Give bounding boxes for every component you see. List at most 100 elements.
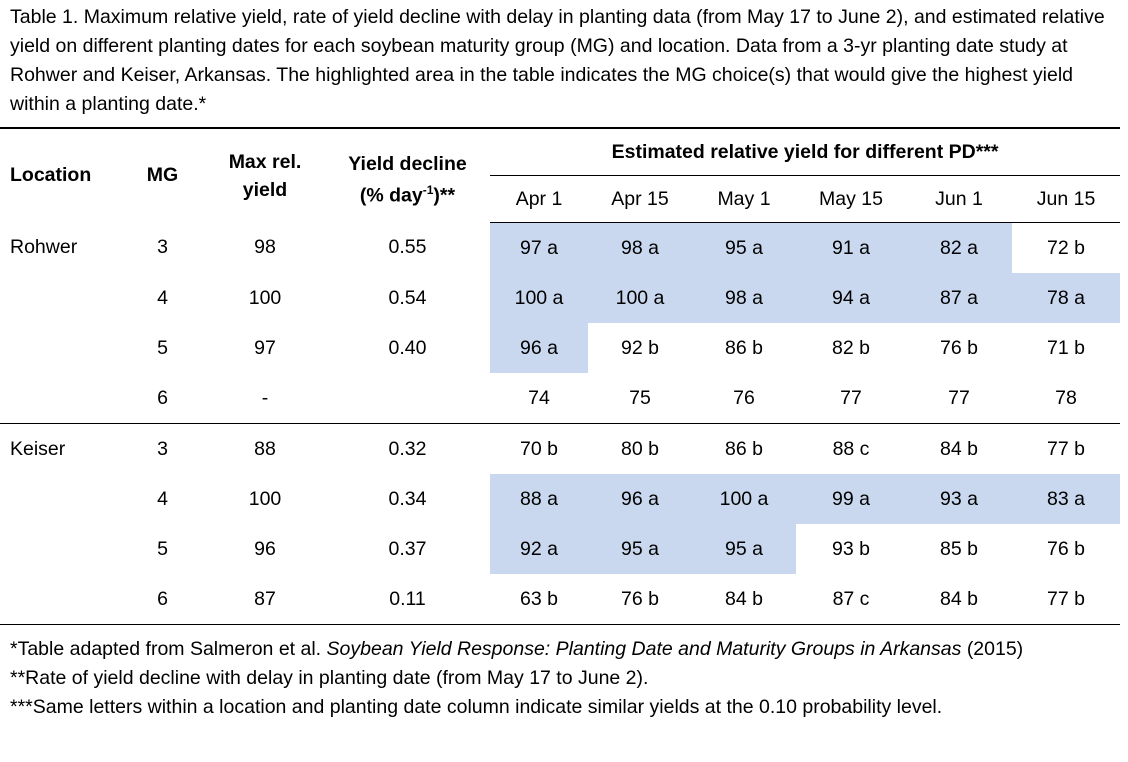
yield-cell: 95 a [588,524,692,574]
location-cell [0,323,120,373]
yield-cell: 95 a [692,524,796,574]
footnote-title: Soybean Yield Response: Planting Date an… [326,638,962,660]
header-cell: Location [0,127,120,223]
header-unit: (% day-1)** [325,183,490,208]
yield-cell: 82 b [832,336,870,359]
location-cell [0,273,120,323]
yield-cell: 75 [588,373,692,424]
max-yield-cell: 96 [254,537,276,560]
location-cell [0,574,120,625]
yield-cell: 98 a [588,222,692,273]
yield-cell: 96 a [490,323,588,373]
yield-cell: 76 b [1047,537,1085,560]
yield-cell: 76 b [588,574,692,625]
header-cell: Max rel. yield [205,127,325,223]
yield-cell: 84 b [692,574,796,625]
table-row: Rohwer 3 98 0.55 97 a 98 a 95 a 91 a 82 a 72 b [0,222,1120,273]
max-yield-cell: 97 [254,336,276,359]
table-row: 6-74 75 76 77 77 78 [0,373,1121,424]
footnote-text: (2015) [966,638,1024,660]
yield-cell: 93 b [832,537,870,560]
table-row: 6 87 0.11 63 b 76 b 84 b 87 c 84 b 77 b [0,574,1121,625]
yield-cell: 99 a [796,474,906,524]
mg-cell: 6 [120,574,205,625]
yield-cell: 77 b [1047,437,1085,460]
mg-cell: 3 [157,236,168,259]
max-yield-cell: 87 [205,574,325,625]
yield-cell: 77 b [1012,574,1121,625]
mg-cell: 6 [120,373,205,424]
location-cell [0,524,120,574]
date-header: Apr 1 [490,175,588,223]
yield-cell: 88 a [490,474,588,524]
table-row: 4 100 0.34 88 a 96 a 100 a 99 a 93 a 83 a [0,474,1121,524]
yield-cell: 63 b [490,574,588,625]
exponent: -1 [422,182,434,197]
caption: Table 1. Maximum relative yield, rate of… [10,6,1105,115]
date-header: May 1 [692,175,796,223]
location-cell: Keiser [10,437,66,460]
date-header: Jun 1 [906,175,1012,223]
header-text: Max rel. yield [228,150,302,201]
yield-cell: 87 a [906,273,1012,323]
location-cell: Rohwer [10,236,78,259]
yield-cell: 98 a [692,273,796,323]
table-row: 5 97 0.40 96 a 92 b 86 b 82 b 76 b 71 b [0,323,1120,373]
yield-cell: 100 a [692,474,796,524]
yield-cell: 97 a [490,222,588,273]
mg-cell: 5 [157,537,168,560]
yield-cell: 82 a [906,222,1012,273]
yield-cell: 80 b [621,437,659,460]
decline-cell: 0.40 [388,336,427,359]
decline-cell: 0.34 [388,487,427,510]
table-row: 4 100 0.54 100 a 100 a 98 a 94 a 87 a 78 a [0,273,1121,323]
yield-cell: 86 b [725,336,763,359]
footnote-text: *Table adapted from Salmeron et al. [10,638,322,660]
yield-cell: 88 c [832,437,870,460]
table-row: 5 96 0.37 92 a 95 a 95 a 93 b 85 b 76 b [0,524,1120,574]
location-cell [0,373,120,424]
table-row: Keiser 3 88 0.32 70 b 80 b 86 b 88 c 84 b 77 b [0,424,1120,475]
decline-cell: 0.55 [388,236,427,259]
footnote: *Table adapted from Salmeron et al. Soyb… [10,635,1120,664]
max-yield-cell: - [205,373,325,424]
date-header: Jun 15 [1012,175,1121,223]
yield-cell: 71 b [1047,336,1085,359]
mg-cell: 5 [157,336,168,359]
mg-cell: 4 [157,487,168,510]
yield-cell: 95 a [692,222,796,273]
yield-cell: 84 b [940,437,978,460]
decline-cell: 0.32 [388,437,427,460]
table-body: Rohwer 3 98 0.55 97 a 98 a 95 a 91 a 82 a 72 b 4 10… [0,222,1121,625]
yield-cell: 83 a [1012,474,1121,524]
yield-cell: 77 [906,373,1012,424]
footnotes: *Table adapted from Salmeron et al. Soyb… [10,635,1120,722]
footnote: **Rate of yield decline with delay in pl… [10,667,649,689]
decline-cell: 0.11 [325,574,490,625]
yield-table: Location MG Max rel. yield Yield decline… [0,127,1121,625]
header-cell: MG [120,127,205,223]
yield-cell: 93 a [906,474,1012,524]
yield-cell: 77 [796,373,906,424]
header-text: (% day [359,184,423,206]
yield-cell: 72 b [1047,236,1085,259]
date-header: Apr 15 [588,175,692,223]
header-text: Yield decline [348,152,467,175]
yield-cell: 92 b [621,336,659,359]
yield-cell: 78 [1012,373,1121,424]
max-yield-cell: 100 [248,286,282,309]
date-header-row: Apr 1 Apr 15 May 1 May 15 Jun 1 Jun 15 [0,175,1121,223]
yield-cell: 76 [692,373,796,424]
decline-cell: 0.54 [388,286,427,309]
date-header: May 15 [796,175,906,223]
header-text: )** [433,184,456,206]
table-header: Location MG Max rel. yield Yield decline… [0,127,1121,223]
max-yield-cell: 100 [248,487,282,510]
yield-cell: 92 a [490,524,588,574]
max-yield-cell: 88 [254,437,276,460]
yield-cell: 70 b [520,437,558,460]
yield-cell: 86 b [725,437,763,460]
yield-cell: 94 a [796,273,906,323]
